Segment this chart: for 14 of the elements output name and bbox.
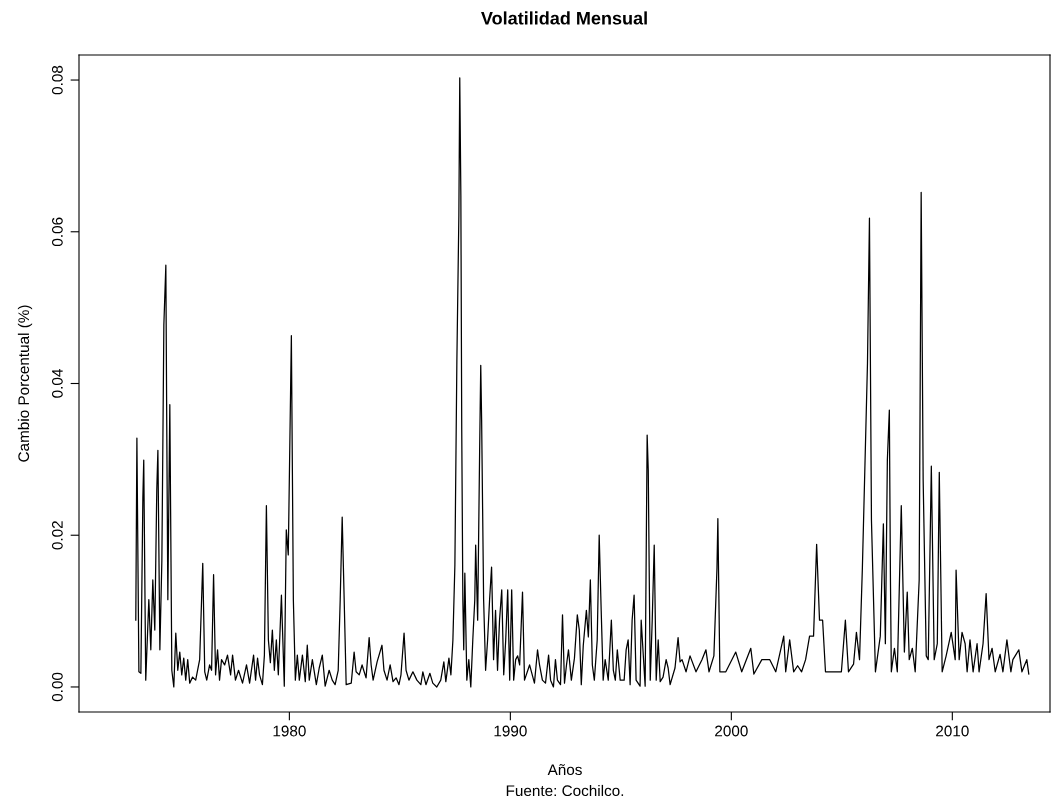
- y-tick-label: 0.00: [51, 672, 63, 702]
- x-tick-label: 2000: [715, 725, 748, 737]
- y-tick-label: 0.04: [51, 369, 63, 398]
- y-tick-label: 0.02: [51, 521, 63, 550]
- line-series: [135, 77, 1030, 688]
- y-axis-title: Cambio Porcentual (%): [17, 305, 33, 462]
- x-tick-label: 2010: [936, 725, 969, 737]
- y-tick-label: 0.08: [51, 65, 63, 95]
- x-tick-label: 1990: [494, 725, 527, 737]
- chart-title: Volatilidad Mensual: [481, 11, 647, 25]
- y-tick-label: 0.06: [51, 217, 63, 247]
- source-note: Fuente: Cochilco.: [506, 784, 624, 797]
- x-axis-title: Años: [547, 763, 582, 776]
- x-tick-label: 1980: [273, 725, 306, 737]
